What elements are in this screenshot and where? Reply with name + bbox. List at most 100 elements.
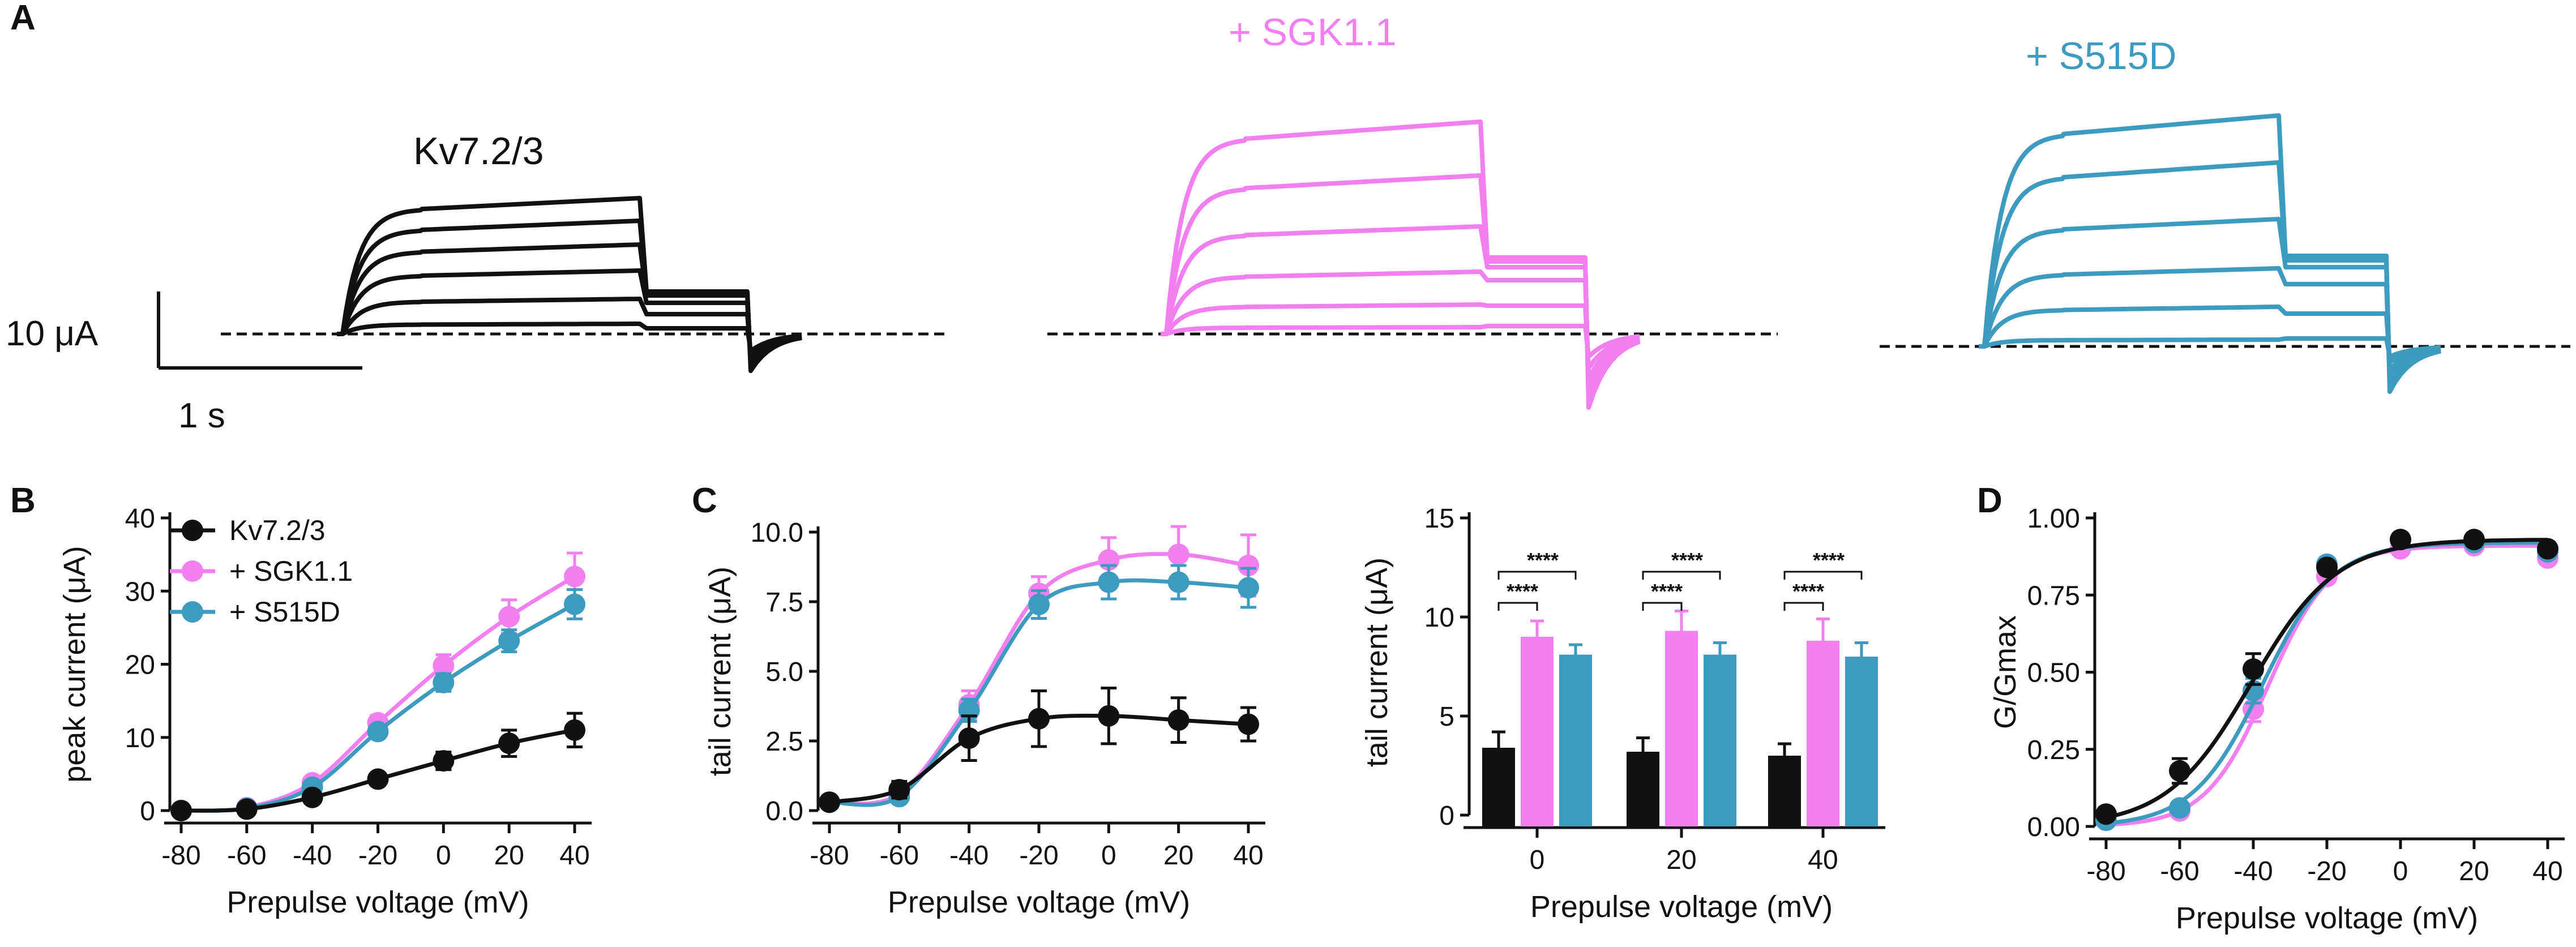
bar-s515d	[1845, 657, 1878, 826]
x-tick-label: 20	[1666, 845, 1696, 875]
chart-tail-current-bar: 0 5 10 15 0 **** **** 20 **** **** 40 **** **** Prepu…	[1360, 504, 1885, 924]
x-tick-label: -80	[2086, 856, 2125, 886]
x-tick-label: -60	[2160, 856, 2199, 886]
legend: Kv7.2/3 + SGK1.1 + S515D	[170, 515, 353, 628]
current-trace	[1161, 302, 1640, 370]
trace-set-s515d	[1979, 113, 2441, 394]
significance-bracket	[1497, 571, 1577, 580]
y-tick-label: 7.5	[765, 588, 803, 618]
x-tick-label: -80	[161, 841, 200, 871]
significance-label: ****	[1792, 580, 1824, 603]
data-point	[2169, 760, 2190, 782]
x-tick-label: 20	[494, 841, 524, 871]
significance-bracket	[1783, 571, 1863, 580]
y-tick-label: 0	[140, 796, 155, 826]
significance-bracket	[1783, 602, 1824, 611]
current-trace	[1979, 160, 2441, 385]
current-traces-panel: Kv7.2/3 + SGK1.1 + S515D 10 μA 1 s	[6, 11, 2570, 435]
data-point	[2316, 556, 2338, 579]
bar-kv	[1627, 752, 1659, 826]
significance-label: ****	[1527, 549, 1559, 572]
data-point	[2463, 529, 2485, 551]
x-tick-label: 40	[2532, 856, 2562, 886]
x-tick-label: -60	[880, 841, 919, 871]
panel-letter-a: A	[10, 0, 36, 37]
bar-sgk	[1807, 641, 1839, 826]
y-tick-label: 0.00	[2027, 812, 2080, 842]
x-tick-label: 0	[1101, 841, 1116, 871]
series-kv	[170, 712, 585, 821]
panel-letter-d: D	[1977, 481, 2002, 520]
y-tick-label: 0.0	[765, 796, 803, 826]
y-tick-label: 2.5	[765, 727, 803, 757]
bar-s515d	[1559, 654, 1592, 826]
legend-marker-kv	[182, 520, 203, 541]
x-tick-label: 0	[436, 841, 451, 871]
bar-kv	[1482, 748, 1515, 826]
current-trace	[1979, 266, 2441, 371]
y-tick-label: 0.50	[2027, 658, 2080, 688]
legend-label-s515d: + S515D	[229, 596, 340, 628]
y-tick-label: 5	[1439, 702, 1454, 732]
data-point	[1167, 709, 1189, 731]
y-tick-label: 10	[1424, 603, 1454, 633]
data-point	[564, 593, 585, 615]
chart-peak-current: 0 10 20 30 40 -80 -60 -40 -20 0 20 40 Prepulse volta…	[58, 504, 592, 919]
y-tick-label: 0	[1439, 801, 1454, 831]
scale-label-current: 10 μA	[6, 314, 99, 353]
y-tick-label: 1.00	[2027, 504, 2080, 534]
data-point	[498, 606, 520, 628]
y-axis-title: peak current (μA)	[58, 546, 92, 782]
data-point	[1238, 577, 1259, 599]
data-point	[433, 750, 455, 772]
x-tick-label: 40	[559, 841, 589, 871]
data-point	[819, 791, 840, 813]
y-tick-label: 20	[125, 650, 155, 680]
significance-bracket	[1497, 602, 1538, 611]
trace-set-kv	[337, 196, 802, 373]
x-axis-title: Prepulse voltage (mV)	[1530, 890, 1833, 924]
y-tick-label: 0.25	[2027, 735, 2080, 765]
trace-title-kv: Kv7.2/3	[413, 130, 544, 173]
data-point	[236, 798, 258, 820]
current-trace	[1979, 336, 2441, 359]
y-tick-label: 0.75	[2027, 581, 2080, 611]
data-point	[498, 732, 520, 755]
data-point	[2243, 658, 2264, 680]
data-point	[433, 671, 455, 693]
y-axis-title: G/Gmax	[1988, 615, 2022, 729]
data-point	[2537, 538, 2558, 560]
current-trace	[1979, 113, 2441, 394]
series-kv	[2095, 529, 2558, 825]
significance-label: ****	[1507, 580, 1538, 603]
current-trace	[337, 322, 802, 353]
x-tick-label: 0	[2393, 856, 2408, 886]
data-point	[433, 655, 455, 677]
significance-label: ****	[1671, 549, 1703, 572]
bar-sgk	[1521, 637, 1554, 826]
y-axis-title: tail current (μA)	[1360, 558, 1394, 767]
current-trace	[1161, 324, 1640, 359]
bar-s515d	[1704, 654, 1736, 826]
panel-letter-b: B	[10, 481, 36, 520]
legend-label-kv: Kv7.2/3	[229, 515, 326, 546]
y-axis-title: tail current (μA)	[703, 567, 737, 776]
data-point	[367, 768, 389, 790]
y-tick-label: 5.0	[765, 657, 803, 687]
x-tick-label: 20	[2459, 856, 2489, 886]
x-tick-label: -40	[949, 841, 989, 871]
current-trace	[1161, 119, 1641, 410]
x-tick-label: 40	[1233, 841, 1263, 871]
current-trace	[1979, 305, 2441, 365]
x-tick-label: -40	[293, 841, 332, 871]
data-point	[1238, 713, 1259, 735]
data-point	[498, 630, 520, 652]
chart-g-gmax: 0.00 0.25 0.50 0.75 1.00 -80 -60 -40 -20 0 20 40 Pre…	[1988, 504, 2565, 935]
x-tick-label: 40	[1808, 845, 1838, 875]
significance-label: ****	[1651, 580, 1683, 603]
y-tick-label: 15	[1424, 504, 1454, 534]
y-tick-label: 30	[125, 577, 155, 607]
data-point	[1098, 571, 1120, 593]
data-point	[958, 727, 980, 749]
x-tick-label: -20	[358, 841, 397, 871]
